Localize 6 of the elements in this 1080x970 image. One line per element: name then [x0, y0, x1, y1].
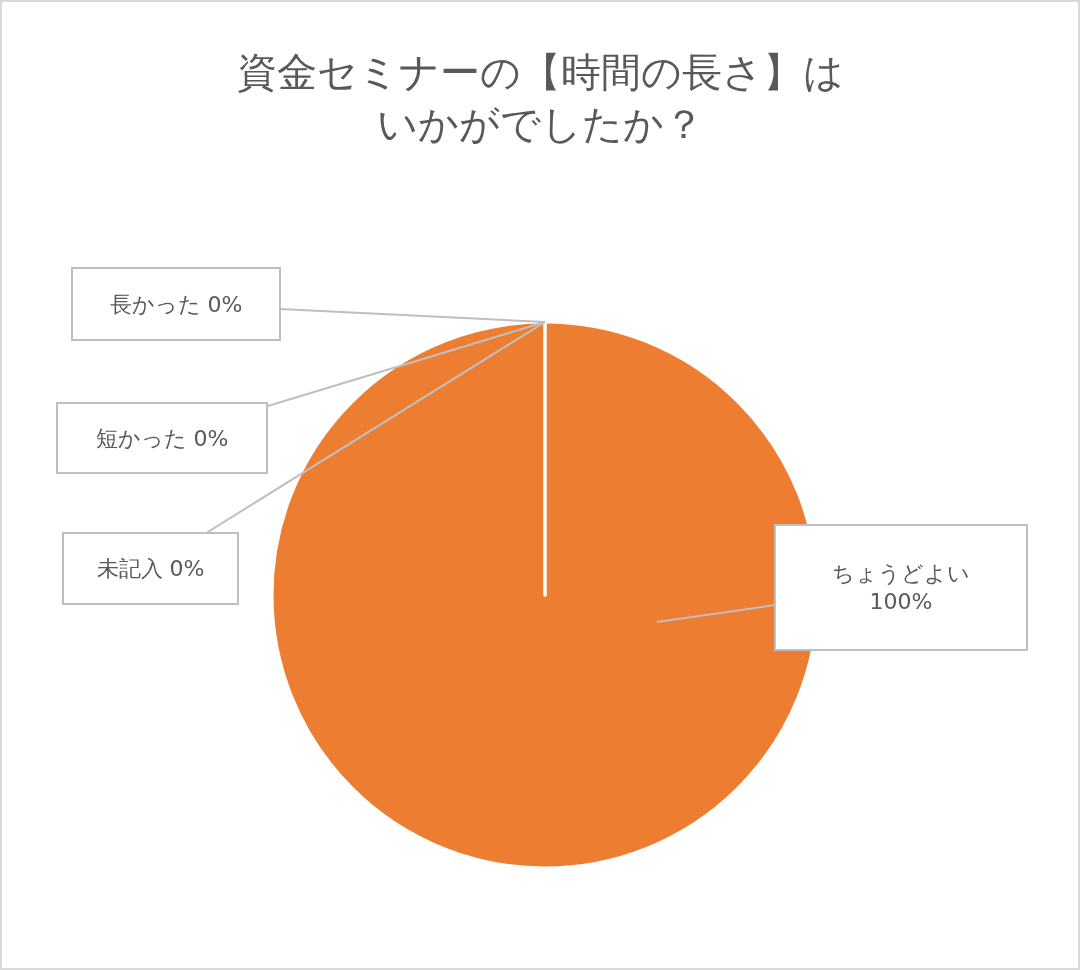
category-label: 未記入 0%: [96, 556, 205, 581]
chart-title: 資金セミナーの【時間の長さ】はいかがでしたか？: [236, 49, 844, 147]
data-label: 100%: [869, 589, 933, 615]
category-label: 短かった 0%: [95, 425, 229, 451]
category-label: 長かった 0%: [109, 291, 243, 317]
slice-label: ちょうどよい: [832, 560, 970, 586]
